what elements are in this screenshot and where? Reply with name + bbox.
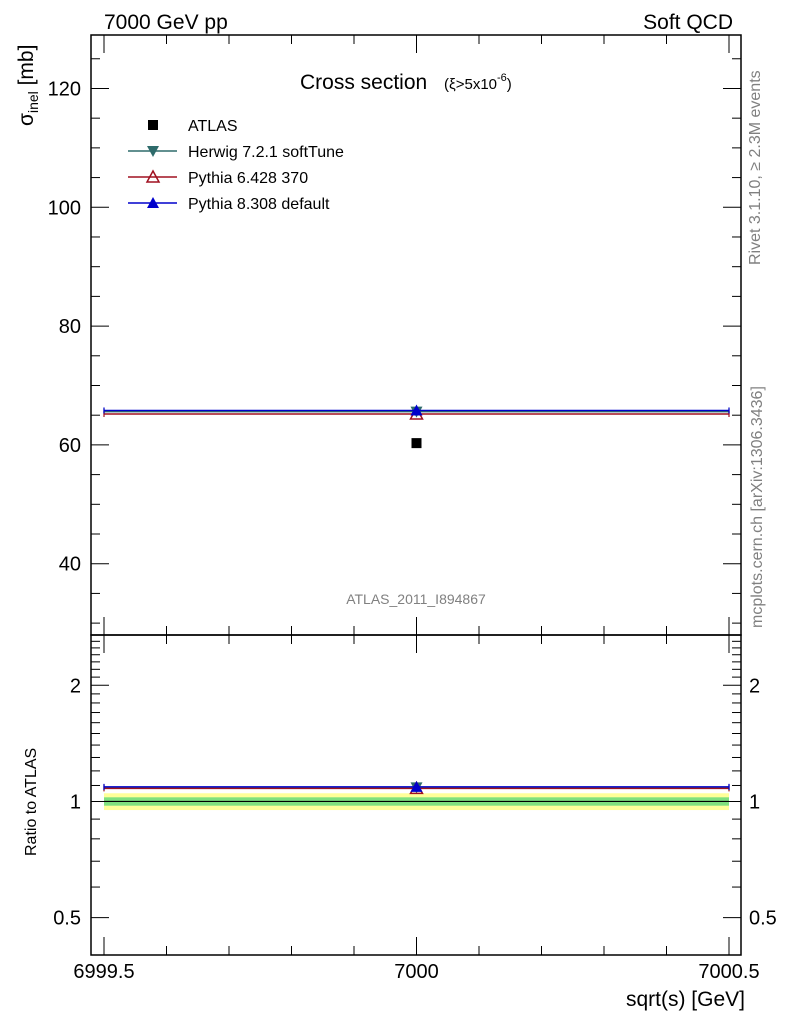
ratio-uncertainty-band <box>104 793 729 811</box>
main-y-tick-label: 80 <box>59 316 81 338</box>
y-label-symbol: σ <box>15 113 38 126</box>
ratio-y-tick-label-right: 1 <box>749 791 760 813</box>
header-left-label: 7000 GeV pp <box>104 11 228 34</box>
header-right-label: Soft QCD <box>643 11 733 34</box>
main-y-tick-label: 40 <box>59 554 81 576</box>
x-axis-label: sqrt(s) [GeV] <box>626 988 745 1011</box>
ratio-series-layer <box>103 780 730 795</box>
legend-marker <box>147 146 159 157</box>
main-series-layer <box>103 404 730 449</box>
main-y-tick-label: 60 <box>59 435 81 457</box>
rivet-version-label: Rivet 3.1.10, ≥ 2.3M events <box>747 70 764 265</box>
legend-marker <box>147 197 159 208</box>
ratio-y-tick-label: 2 <box>70 675 81 697</box>
legend-label: Pythia 8.308 default <box>188 196 330 213</box>
ratio-panel: 0.5 0.5 1 1 2 2 6999.5 7000 7000.5 Ratio to ATL… <box>23 634 777 1011</box>
main-panel: 40 60 80 100 120 Cross section (ξ>5x10-6) σi… <box>15 34 742 636</box>
main-title-sub-exp: -6 <box>497 72 507 84</box>
main-title-sub: (ξ>5x10-6) <box>444 72 512 93</box>
ratio-y-tick-label: 0.5 <box>53 908 81 930</box>
x-axis: 6999.5 7000 7000.5 <box>73 635 760 983</box>
main-title-sub-prefix: (ξ>5x10 <box>444 76 497 93</box>
legend-label: ATLAS <box>188 118 238 135</box>
ratio-point-pythia-8308 <box>410 780 423 792</box>
ratio-y-tick-label-right: 0.5 <box>749 908 777 930</box>
main-y-tick-label: 120 <box>48 78 81 100</box>
legend: ATLAS Herwig 7.2.1 softTune Pythia 6.428 3… <box>128 118 344 213</box>
x-tick-label: 7000.5 <box>698 961 759 983</box>
legend-label: Pythia 6.428 370 <box>188 170 308 187</box>
legend-label: Herwig 7.2.1 softTune <box>188 144 344 161</box>
main-y-axis: 40 60 80 100 120 <box>48 35 741 635</box>
data-point-pythia-8308 <box>410 404 423 416</box>
data-point-atlas <box>411 438 422 449</box>
x-tick-label: 7000 <box>394 961 439 983</box>
legend-marker <box>145 169 161 183</box>
main-y-axis-label: σinel [mb] <box>15 45 41 126</box>
main-title: Cross section <box>300 71 427 94</box>
analysis-watermark: ATLAS_2011_I894867 <box>346 591 486 607</box>
ratio-y-tick-label: 1 <box>70 791 81 813</box>
y-label-unit: [mb] <box>15 45 38 92</box>
ratio-y-axis-label: Ratio to ATLAS <box>23 748 40 856</box>
legend-marker <box>148 120 158 130</box>
y-label-sub: inel <box>25 91 41 113</box>
mcplots-label: mcplots.cern.ch [arXiv:1306.3436] <box>749 386 766 628</box>
ratio-y-tick-label-right: 2 <box>749 675 760 697</box>
main-title-sub-suffix: ) <box>507 76 512 93</box>
x-tick-label: 6999.5 <box>73 961 134 983</box>
main-y-tick-label: 100 <box>48 197 81 219</box>
ratio-y-axis: 0.5 0.5 1 1 2 2 <box>53 640 777 956</box>
